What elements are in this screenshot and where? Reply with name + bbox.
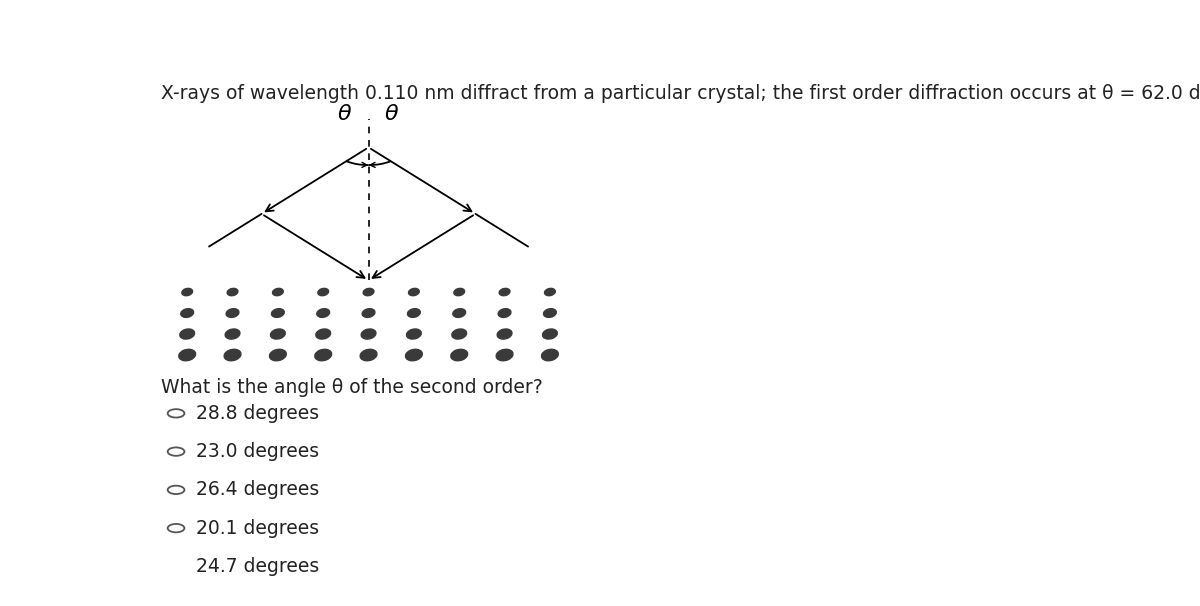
Ellipse shape — [226, 308, 239, 318]
Ellipse shape — [542, 329, 557, 339]
Ellipse shape — [180, 329, 194, 339]
Ellipse shape — [498, 308, 511, 318]
Text: X-rays of wavelength 0.110 nm diffract from a particular crystal; the first orde: X-rays of wavelength 0.110 nm diffract f… — [161, 84, 1200, 104]
Ellipse shape — [407, 329, 421, 339]
Ellipse shape — [364, 288, 374, 296]
Text: 26.4 degrees: 26.4 degrees — [197, 481, 319, 499]
Ellipse shape — [541, 349, 558, 361]
Ellipse shape — [545, 288, 556, 296]
Ellipse shape — [272, 288, 283, 296]
Ellipse shape — [454, 288, 464, 296]
Ellipse shape — [544, 308, 557, 318]
Ellipse shape — [227, 288, 238, 296]
Text: 24.7 degrees: 24.7 degrees — [197, 557, 319, 576]
Ellipse shape — [408, 288, 419, 296]
Ellipse shape — [182, 288, 192, 296]
Ellipse shape — [226, 329, 240, 339]
Text: 28.8 degrees: 28.8 degrees — [197, 404, 319, 423]
Ellipse shape — [408, 308, 420, 318]
Ellipse shape — [181, 308, 193, 318]
Ellipse shape — [270, 329, 286, 339]
Text: 23.0 degrees: 23.0 degrees — [197, 442, 319, 461]
Ellipse shape — [361, 329, 376, 339]
Text: 20.1 degrees: 20.1 degrees — [197, 519, 319, 538]
Ellipse shape — [362, 308, 374, 318]
Ellipse shape — [271, 308, 284, 318]
Ellipse shape — [316, 329, 331, 339]
Ellipse shape — [360, 349, 377, 361]
Ellipse shape — [496, 349, 512, 361]
Ellipse shape — [499, 288, 510, 296]
Ellipse shape — [314, 349, 331, 361]
Text: $\theta$: $\theta$ — [337, 104, 353, 124]
Ellipse shape — [452, 329, 467, 339]
Ellipse shape — [497, 329, 512, 339]
Text: $\theta$: $\theta$ — [384, 104, 400, 124]
Ellipse shape — [317, 308, 330, 318]
Ellipse shape — [451, 349, 468, 361]
Ellipse shape — [452, 308, 466, 318]
Ellipse shape — [406, 349, 422, 361]
Ellipse shape — [224, 349, 241, 361]
Text: What is the angle θ of the second order?: What is the angle θ of the second order? — [161, 378, 542, 398]
Ellipse shape — [270, 349, 287, 361]
Ellipse shape — [179, 349, 196, 361]
Ellipse shape — [318, 288, 329, 296]
